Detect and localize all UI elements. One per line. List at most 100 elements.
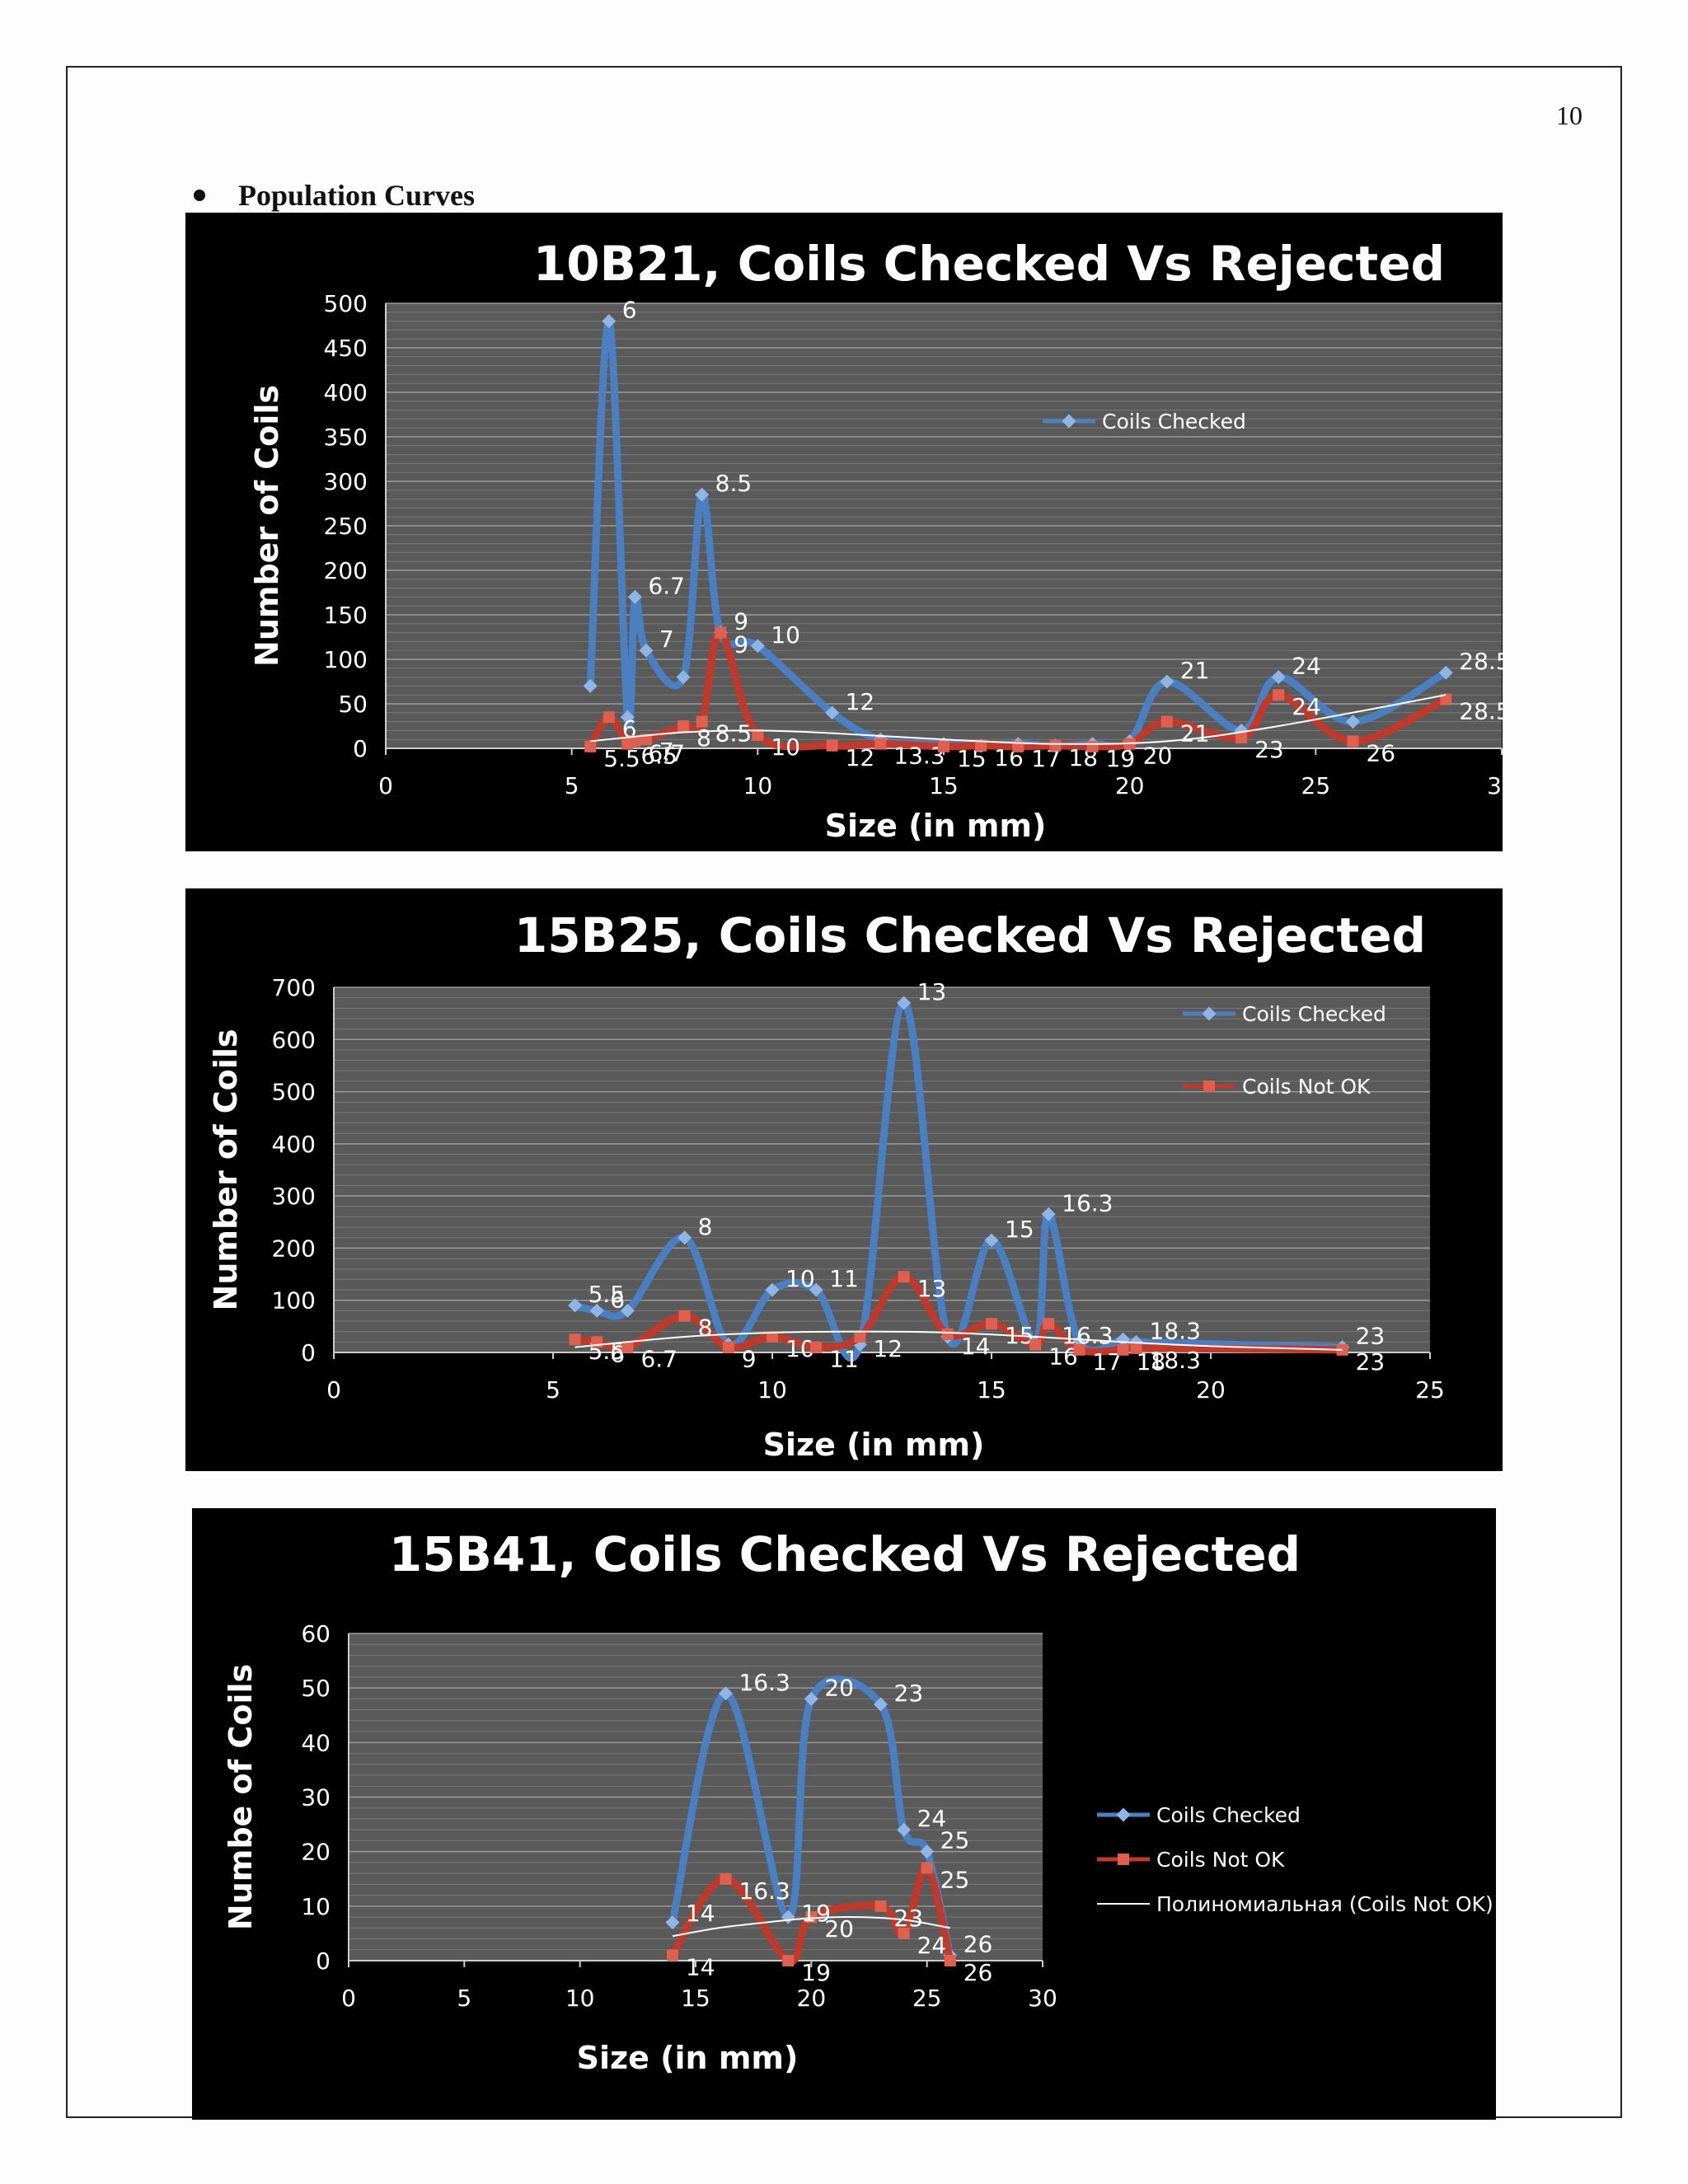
data-point-marker	[676, 670, 691, 685]
chart-15b25-panel: 15B25, Coils Checked Vs Rejected 0 100 200 3…	[185, 888, 1503, 1471]
data-point-marker	[1273, 689, 1285, 701]
y-tick-label: 200	[272, 1235, 316, 1262]
x-tick-label: 0	[341, 1985, 356, 2012]
chart-15b41-panel: 15B41, Coils Checked Vs Rejected 0 10 20 30 4…	[192, 1508, 1496, 2120]
data-point-marker	[722, 1341, 734, 1353]
data-point-marker	[1438, 665, 1453, 680]
data-label: 6.7	[640, 1346, 678, 1373]
data-label: 23	[894, 1905, 924, 1932]
data-label: 23	[894, 1680, 924, 1707]
y-tick-label: 0	[301, 1339, 316, 1366]
x-tick-label: 5	[457, 1985, 471, 2012]
data-point-marker	[920, 1844, 935, 1859]
y-tick-label: 0	[353, 735, 368, 762]
legend-label: Coils Checked	[1242, 1002, 1386, 1026]
y-tick-label: 350	[324, 424, 368, 451]
data-point-marker	[1440, 693, 1452, 705]
y-tick-label: 450	[324, 335, 368, 362]
chart-15b25: 15B25, Coils Checked Vs Rejected01002003…	[208, 907, 1445, 1463]
data-point-marker	[767, 1331, 778, 1343]
x-tick-label: 5	[565, 772, 579, 799]
data-label: 6	[610, 1286, 625, 1313]
data-point-marker	[975, 739, 987, 752]
data-label: 8	[696, 724, 711, 752]
data-point-marker	[854, 1331, 866, 1343]
data-point-marker	[583, 678, 598, 693]
x-tick-label: 30	[1028, 1985, 1057, 2012]
legend-entry: Полиномиальная (Coils Not OK)	[1097, 1892, 1493, 1916]
data-label: 21	[1180, 657, 1210, 684]
data-label: 5.5	[588, 1281, 626, 1308]
data-label: 9	[742, 1346, 757, 1373]
data-point-marker	[874, 738, 887, 750]
x-tick-label: 0	[326, 1376, 341, 1404]
y-tick-label: 400	[272, 1131, 316, 1158]
legend-label: Полиномиальная (Coils Not OK)	[1156, 1892, 1493, 1916]
data-label: 6	[622, 297, 637, 324]
chart-title: 15B41, Coils Checked Vs Rejected	[389, 1526, 1301, 1582]
data-label: 7	[659, 738, 674, 765]
x-tick-label: 25	[1415, 1376, 1445, 1404]
data-point-marker	[720, 1872, 732, 1885]
x-tick-label: 15	[929, 772, 959, 799]
data-label: 24	[1292, 653, 1321, 680]
data-label: 23	[1356, 1323, 1386, 1350]
data-point-marker	[1086, 740, 1099, 752]
data-label: 9	[734, 608, 748, 635]
data-point-marker	[809, 1282, 823, 1297]
x-tick-label: 20	[1196, 1376, 1226, 1404]
legend-label: Coils Checked	[1156, 1803, 1301, 1827]
data-label: 13.3	[893, 743, 945, 770]
data-point-marker	[805, 1911, 818, 1924]
data-label: 20	[824, 1915, 854, 1943]
data-label: 10	[785, 1265, 815, 1292]
legend-label: Coils Not OK	[1242, 1075, 1371, 1099]
y-tick-label: 100	[272, 1287, 316, 1315]
x-axis-label: Size (in mm)	[825, 808, 1047, 844]
data-point-marker	[620, 1303, 635, 1318]
x-tick-label: 10	[743, 772, 773, 799]
data-point-marker	[986, 1318, 997, 1330]
data-point-marker	[765, 1282, 780, 1297]
data-label: 11	[829, 1346, 859, 1373]
legend-marker	[1203, 1080, 1215, 1092]
data-point-marker	[825, 705, 840, 720]
data-point-marker	[678, 1230, 692, 1245]
data-label: 20	[824, 1674, 854, 1701]
data-label: 13	[917, 1275, 947, 1302]
data-label: 10	[771, 621, 800, 649]
y-tick-label: 50	[338, 691, 368, 718]
data-label: 26	[964, 1959, 993, 1986]
x-tick-label: 10	[565, 1985, 595, 2012]
data-point-marker	[621, 1341, 634, 1353]
data-point-marker	[941, 1328, 954, 1340]
data-point-marker	[569, 1333, 581, 1346]
data-label: 8	[698, 1213, 713, 1240]
y-tick-label: 60	[301, 1620, 331, 1647]
data-point-marker	[938, 740, 950, 752]
legend-label: Coils Checked	[1102, 410, 1246, 434]
data-label: 14	[961, 1333, 991, 1360]
section-heading: Population Curves	[194, 178, 475, 213]
y-tick-label: 500	[272, 1079, 316, 1106]
data-label: 13	[917, 978, 947, 1005]
data-label: 9	[734, 631, 748, 658]
y-tick-label: 700	[272, 974, 316, 1001]
data-label: 6	[610, 1340, 625, 1367]
data-label: 25	[940, 1827, 970, 1854]
data-label: 18.3	[1150, 1347, 1201, 1374]
data-label: 16.3	[1062, 1189, 1113, 1216]
data-point-marker	[921, 1862, 933, 1874]
page-number: 10	[1556, 101, 1582, 130]
data-point-marker	[584, 740, 597, 752]
data-label: 26	[964, 1930, 993, 1957]
y-tick-label: 250	[324, 513, 368, 540]
y-tick-label: 20	[301, 1839, 331, 1866]
y-tick-label: 600	[272, 1026, 316, 1053]
data-label: 21	[1180, 720, 1210, 748]
legend-label: Coils Not OK	[1156, 1848, 1285, 1872]
chart-15b41: 15B41, Coils Checked Vs Rejected 0 10 20 30 4…	[223, 1526, 1493, 2076]
data-label: 26	[1366, 739, 1395, 766]
legend-entry: Coils Not OK	[1183, 1075, 1371, 1099]
y-tick-label: 200	[324, 557, 368, 584]
